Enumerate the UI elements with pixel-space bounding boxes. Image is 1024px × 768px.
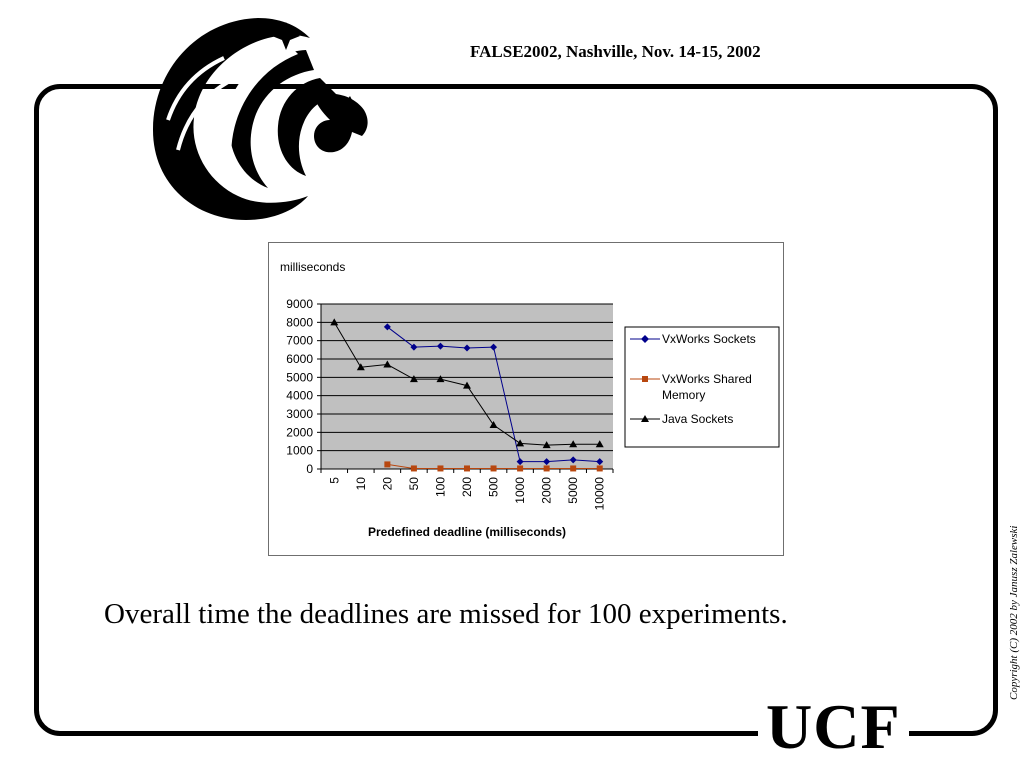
legend-label-vxworks-sockets: VxWorks Sockets: [662, 332, 756, 346]
x-tick-label: 10000: [593, 477, 607, 511]
data-point-vxworks-sockets: [490, 343, 498, 351]
data-point-vxworks-shared-memory: [384, 461, 391, 468]
y-tick-label: 5000: [286, 370, 313, 384]
data-point-vxworks-sockets: [436, 342, 444, 350]
data-point-java-sockets: [436, 375, 445, 383]
data-point-vxworks-shared-memory: [570, 465, 577, 472]
slide-caption: Overall time the deadlines are missed fo…: [104, 598, 788, 630]
data-point-java-sockets: [542, 441, 551, 449]
data-point-vxworks-shared-memory: [464, 465, 470, 472]
copyright-notice: Copyright (C) 2002 by Janusz Zalewski: [1008, 525, 1020, 700]
slide-frame: [34, 84, 998, 736]
line-chart: milliseconds 0 1000 2000 3000 4000 5000 6000 70…: [280, 260, 780, 539]
data-point-vxworks-shared-memory: [410, 465, 417, 472]
y-axis-label: milliseconds: [280, 260, 345, 274]
y-tick-label: 7000: [286, 334, 313, 348]
y-tick-label: 3000: [286, 407, 313, 421]
y-tick-label: 8000: [286, 315, 313, 329]
x-tick-label: 100: [433, 477, 447, 497]
y-tick-label: 4000: [286, 389, 313, 403]
chart-container: milliseconds 0 1000 2000 3000 4000 5000 6000 70…: [268, 242, 784, 556]
data-point-vxworks-shared-memory: [596, 465, 603, 472]
data-point-java-sockets: [383, 360, 392, 368]
x-tick-label: 200: [460, 477, 474, 497]
data-point-vxworks-shared-memory: [543, 465, 550, 472]
legend-label-vxworks-shared-memory: VxWorks Shared Memory: [662, 372, 752, 402]
data-point-vxworks-sockets: [410, 343, 418, 351]
y-tick-label: 2000: [286, 425, 313, 439]
x-axis-label: Predefined deadline (milliseconds): [368, 525, 566, 539]
data-point-vxworks-shared-memory: [490, 465, 497, 472]
legend-label-java-sockets: Java Sockets: [662, 412, 733, 426]
legend-marker-vxworks-shared-memory: [642, 376, 648, 382]
ucf-pegasus-logo-icon: [153, 18, 368, 220]
gridlines: [321, 303, 613, 452]
y-tick-label: 0: [306, 462, 313, 476]
x-tick-label: 5000: [566, 477, 580, 504]
series: [330, 318, 604, 472]
data-point-vxworks-sockets: [463, 344, 471, 352]
axes: 0 1000 2000 3000 4000 5000 6000 7000 8000 9000 5 10…: [286, 297, 614, 511]
data-point-vxworks-sockets: [569, 456, 577, 464]
conference-header: FALSE2002, Nashville, Nov. 14-15, 2002: [470, 42, 761, 61]
x-tick-label: 50: [407, 477, 421, 491]
ucf-wordmark: UCF: [758, 695, 909, 759]
data-point-java-sockets: [356, 363, 365, 371]
x-tick-label: 5: [327, 477, 341, 484]
y-tick-label: 6000: [286, 352, 313, 366]
data-point-java-sockets: [516, 439, 525, 447]
data-point-java-sockets: [409, 375, 418, 383]
data-point-java-sockets: [595, 440, 604, 448]
y-tick-label: 9000: [286, 297, 313, 311]
data-point-vxworks-shared-memory: [517, 465, 524, 472]
data-point-vxworks-sockets: [383, 323, 391, 331]
x-tick-label: 500: [487, 477, 501, 497]
legend: VxWorks Sockets VxWorks Shared Memory Jav…: [624, 326, 780, 448]
data-point-java-sockets: [330, 318, 339, 326]
data-point-vxworks-shared-memory: [437, 465, 444, 472]
data-point-java-sockets: [489, 421, 498, 428]
data-point-vxworks-sockets: [543, 458, 551, 466]
legend-marker-java-sockets: [641, 415, 649, 422]
data-point-java-sockets: [569, 440, 578, 448]
data-point-vxworks-sockets: [596, 458, 604, 466]
legend-marker-vxworks-sockets: [641, 335, 649, 343]
data-point-java-sockets: [463, 381, 471, 389]
y-tick-label: 1000: [286, 444, 313, 458]
x-tick-label: 10: [354, 477, 368, 491]
x-tick-label: 2000: [540, 477, 554, 504]
x-tick-label: 20: [380, 477, 394, 491]
data-point-vxworks-sockets: [516, 458, 524, 466]
legend-box: [624, 326, 780, 448]
x-tick-label: 1000: [513, 477, 527, 504]
